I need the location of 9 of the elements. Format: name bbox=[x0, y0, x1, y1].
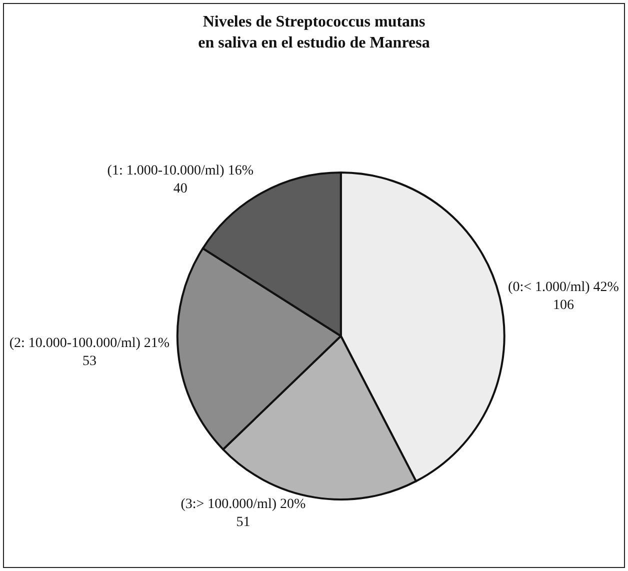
slice-label: (3:> 100.000/ml) 20% bbox=[180, 496, 306, 512]
data-label: 40 bbox=[173, 182, 188, 197]
slice-label: (2: 10.000-100.000/ml) 21% bbox=[9, 336, 170, 351]
data-label: 51 bbox=[236, 515, 250, 530]
data-label: 53 bbox=[82, 354, 96, 370]
chart-title: Niveles de Streptococcus mutans en saliva en el estudio de Manresa bbox=[198, 14, 430, 52]
slice-label: (1: 1.000-10.000/ml) 16% bbox=[107, 163, 254, 178]
data-label: 106 bbox=[553, 298, 574, 314]
slice-label: (0:< 1.000/ml) 42% bbox=[508, 280, 620, 295]
